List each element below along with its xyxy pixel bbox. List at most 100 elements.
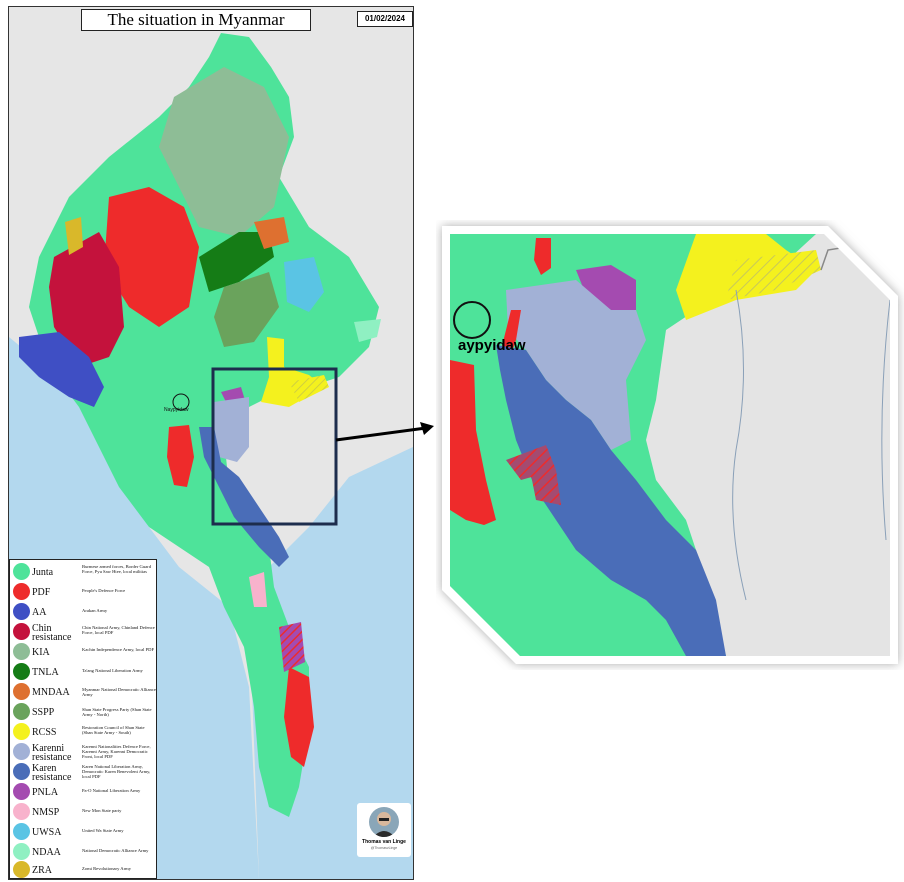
region-pdf-north <box>104 187 199 327</box>
legend-swatch <box>13 783 30 800</box>
legend-swatch <box>13 763 30 780</box>
legend-name: PNLA <box>32 787 59 798</box>
legend-item-karen: Karen resistance Karen National Liberati… <box>10 762 156 783</box>
zoom-selection-box <box>211 367 338 526</box>
legend-description: Karen National Liberation Army, Democrat… <box>82 764 151 780</box>
legend-item-tnla: TNLA Ta'ang National Liberation Army <box>10 662 156 682</box>
region-zra <box>65 217 83 255</box>
legend-swatch <box>13 643 30 660</box>
legend-swatch <box>13 743 30 760</box>
legend-item-rcss: RCSS Restoration Council of Shan State (… <box>10 722 156 742</box>
legend-item-kia: KIA Kachin Independence Army, local PDF <box>10 642 156 662</box>
region-mndaa <box>254 217 289 249</box>
capital-label: Naypyidaw <box>164 407 189 413</box>
legend-swatch <box>13 683 30 700</box>
legend-item-pnla: PNLA Pa-O National Liberation Army <box>10 782 156 802</box>
map-title: The situation in Myanmar <box>81 9 311 31</box>
region-chin <box>49 232 124 367</box>
zoom-capital-label: aypyidaw <box>458 337 526 354</box>
legend-swatch <box>13 563 30 580</box>
region-tnla <box>199 232 274 292</box>
legend-item-nmsp: NMSP New Mon State party <box>10 802 156 822</box>
region-pdf-center <box>167 425 194 487</box>
attribution-badge[interactable]: Thomas van Linge @ThomasvLinge <box>357 803 411 857</box>
map-legend: Junta Burmese armed forces, Border Guard… <box>9 559 157 879</box>
zoom-karen <box>496 345 726 656</box>
legend-description: Chin National Army, Chinland Defence For… <box>82 625 155 636</box>
legend-name: TNLA <box>32 667 59 678</box>
legend-name: MNDAA <box>32 687 70 698</box>
legend-swatch <box>13 663 30 680</box>
legend-name: NMSP <box>32 807 60 818</box>
region-nmsp <box>249 572 267 607</box>
legend-swatch <box>13 703 30 720</box>
zoom-inset <box>436 220 904 670</box>
legend-description: Shan State Progress Party (Shan State Ar… <box>82 707 152 718</box>
legend-item-mndaa: MNDAA Myanmar National Democratic Allian… <box>10 682 156 702</box>
legend-item-chin: Chin resistance Chin National Army, Chin… <box>10 622 156 643</box>
legend-name: SSPP <box>32 707 55 718</box>
legend-description: Restoration Council of Shan State (Shan … <box>82 725 145 736</box>
legend-item-pdf: PDF People's Defence Force <box>10 582 156 602</box>
zoom-pdf-north <box>534 238 551 275</box>
legend-description: People's Defence Force <box>82 588 126 593</box>
legend-swatch <box>13 723 30 740</box>
author-name: Thomas van Linge <box>362 839 406 845</box>
legend-name: Chin resistance <box>32 623 72 643</box>
legend-name: Junta <box>32 567 54 578</box>
zoom-karenni <box>506 280 646 450</box>
legend-item-karenni: Karenni resistance Karenni Nationalities… <box>10 742 156 763</box>
legend-description: Myanmar National Democratic Alliance Arm… <box>82 687 156 698</box>
legend-description: Kachin Independence Army, local PDF <box>82 647 155 652</box>
legend-name: ZRA <box>32 865 52 876</box>
legend-swatch <box>13 623 30 640</box>
legend-description: Burmese armed forces, Border Guard Force… <box>82 564 152 575</box>
legend-name: UWSA <box>32 827 62 838</box>
legend-swatch <box>13 843 30 860</box>
legend-description: United Wa State Army <box>82 828 124 833</box>
zoom-rcss-hatch <box>726 250 821 300</box>
person-icon <box>373 812 395 837</box>
region-rcss-hatch <box>289 375 329 402</box>
legend-item-junta: Junta Burmese armed forces, Border Guard… <box>10 562 156 582</box>
zoom-karen-hatch <box>506 445 556 480</box>
region-karen <box>199 427 289 567</box>
map-date: 01/02/2024 <box>357 11 413 27</box>
legend-item-zra: ZRA Zomi Revolutionary Army <box>10 860 156 879</box>
region-pnla-hatch <box>279 622 305 672</box>
legend-item-sspp: SSPP Shan State Progress Party (Shan Sta… <box>10 702 156 722</box>
region-sspp <box>214 272 279 347</box>
legend-swatch <box>13 803 30 820</box>
legend-description: Ta'ang National Liberation Army <box>82 668 143 673</box>
legend-name: NDAA <box>32 847 61 858</box>
zoom-map-svg <box>442 226 898 664</box>
legend-item-uwsa: UWSA United Wa State Army <box>10 822 156 842</box>
legend-swatch <box>13 861 30 878</box>
legend-item-aa: AA Arakan Army <box>10 602 156 622</box>
legend-description: Zomi Revolutionary Army <box>82 866 131 871</box>
region-kia <box>159 67 289 237</box>
legend-description: Pa-O National Liberation Army <box>82 788 141 793</box>
zoom-karen-hatch-2 <box>531 470 561 505</box>
legend-description: New Mon State party <box>82 808 122 813</box>
legend-name: Karenni resistance <box>32 743 72 763</box>
legend-description: National Democratic Alliance Army <box>82 848 149 853</box>
zoom-pdf-west <box>450 360 496 525</box>
avatar <box>369 807 399 837</box>
region-ndaa <box>354 319 381 342</box>
legend-description: Karenni Nationalities Defence Force, Kar… <box>82 744 151 760</box>
legend-description: Arakan Army <box>82 608 108 613</box>
region-uwsa <box>284 257 324 312</box>
author-handle: @ThomasvLinge <box>370 846 398 850</box>
capital-marker <box>172 393 190 411</box>
legend-name: AA <box>32 607 47 618</box>
legend-name: RCSS <box>32 727 57 738</box>
region-pdf-south <box>284 667 314 767</box>
main-map: Naypyidaw The situation in Myanmar 01/02… <box>8 6 414 880</box>
legend-name: PDF <box>32 587 51 598</box>
legend-name: KIA <box>32 647 50 658</box>
legend-item-ndaa: NDAA National Democratic Alliance Army <box>10 842 156 862</box>
zoom-capital-marker <box>453 301 491 339</box>
zoom-pnla <box>576 265 636 310</box>
legend-swatch <box>13 583 30 600</box>
